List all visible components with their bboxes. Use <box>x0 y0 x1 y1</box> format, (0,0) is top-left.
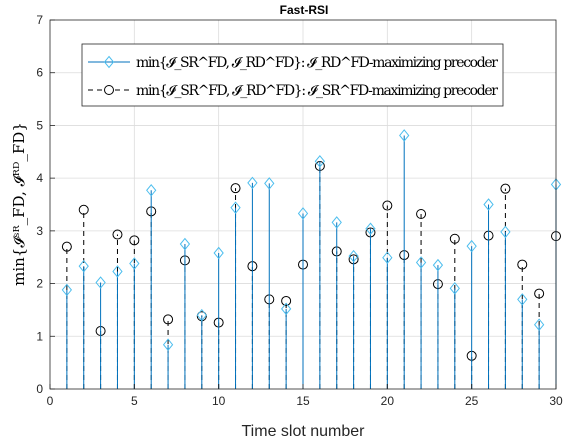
marker-rd-max <box>129 257 140 270</box>
marker-rd-max <box>297 207 309 220</box>
marker-sr-max <box>112 229 123 240</box>
y-tick-label: 5 <box>36 118 43 132</box>
marker-sr-max <box>382 200 393 211</box>
x-tick-label: 25 <box>465 394 479 408</box>
marker-rd-max <box>196 308 207 322</box>
x-tick-label: 15 <box>296 394 310 408</box>
marker-rd-max <box>95 276 106 289</box>
marker-sr-max <box>416 208 427 219</box>
legend-circle-marker <box>104 85 114 95</box>
marker-rd-max <box>533 318 545 331</box>
y-tick-label: 4 <box>36 171 43 185</box>
marker-rd-max <box>146 183 157 197</box>
marker-rd-max <box>78 259 89 273</box>
x-tick-label: 20 <box>381 394 395 408</box>
x-tick-label: 30 <box>549 394 563 408</box>
marker-rd-max <box>483 198 494 211</box>
legend-diamond-marker <box>103 55 115 69</box>
y-tick-label: 6 <box>36 66 43 80</box>
y-tick-label: 0 <box>36 382 43 396</box>
x-tick-label: 0 <box>47 394 54 408</box>
marker-rd-max <box>517 293 528 306</box>
marker-sr-max <box>163 314 174 325</box>
marker-sr-max <box>129 235 140 246</box>
marker-sr-max <box>517 259 528 270</box>
marker-rd-max <box>382 251 393 265</box>
y-tick-label: 2 <box>36 277 43 291</box>
x-tick-labels: 0 5 10 15 20 25 30 <box>47 384 563 408</box>
legend-entry-2: min{𝓘_SR^FD, 𝓘_RD^FD}: 𝓘_SR^FD-maximizin… <box>88 83 498 99</box>
marker-rd-max <box>365 222 376 236</box>
y-tick-label: 1 <box>36 329 43 343</box>
x-tick-label: 5 <box>131 394 138 408</box>
marker-sr-max <box>449 233 460 244</box>
y-tick-labels: 0 1 2 3 4 5 6 7 <box>36 13 55 396</box>
x-axis-label: Time slot number <box>242 423 366 440</box>
marker-rd-max <box>61 283 73 297</box>
marker-sr-max <box>281 295 292 306</box>
legend-label-2: min{𝓘_SR^FD, 𝓘_RD^FD}: 𝓘_SR^FD-maximizin… <box>136 83 498 99</box>
marker-rd-max <box>348 249 359 263</box>
marker-sr-max <box>230 183 241 194</box>
marker-rd-max <box>500 225 511 239</box>
marker-rd-max <box>112 265 123 278</box>
marker-rd-max <box>449 282 460 295</box>
marker-rd-max <box>314 154 326 168</box>
marker-rd-max <box>247 176 258 190</box>
marker-rd-max <box>264 177 275 190</box>
chart-title: Fast-RSI <box>280 3 329 17</box>
legend-box <box>81 43 504 107</box>
marker-rd-max <box>213 246 224 260</box>
marker-rd-max <box>466 239 477 253</box>
legend-entry-1: min{𝓘_SR^FD, 𝓘_RD^FD}: 𝓘_RD^FD-maximizin… <box>88 55 498 71</box>
marker-rd-max <box>280 302 292 316</box>
legend-label-1: min{𝓘_SR^FD, 𝓘_RD^FD}: 𝓘_RD^FD-maximizin… <box>136 55 498 71</box>
marker-sr-max <box>61 241 72 252</box>
marker-rd-max <box>230 201 241 214</box>
marker-rd-max <box>399 129 410 142</box>
marker-rd-max <box>162 338 174 352</box>
marker-sr-max <box>500 183 511 194</box>
marker-rd-max <box>331 216 342 229</box>
x-tick-label: 10 <box>212 394 226 408</box>
marker-sr-max <box>534 288 545 299</box>
y-axis-label: min{𝓘ˢᴿ_FD, 𝓘ᴿᴰ_FD} <box>10 122 28 286</box>
marker-rd-max <box>179 237 191 251</box>
marker-rd-max <box>432 258 444 272</box>
legend: min{𝓘_SR^FD, 𝓘_RD^FD}: 𝓘_RD^FD-maximizin… <box>81 43 504 107</box>
y-tick-label: 3 <box>36 224 43 238</box>
marker-rd-max <box>415 256 427 269</box>
marker-sr-max <box>78 204 89 215</box>
y-tick-label: 7 <box>36 13 43 27</box>
